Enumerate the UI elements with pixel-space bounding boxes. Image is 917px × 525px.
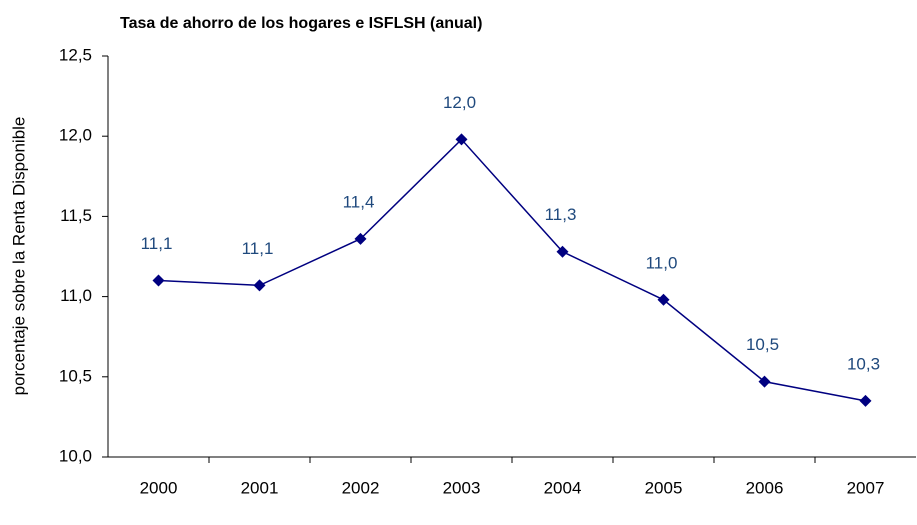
data-label: 12,0 xyxy=(443,93,476,112)
data-label: 10,5 xyxy=(746,335,779,354)
y-tick-label: 11,0 xyxy=(60,286,92,305)
data-label: 11,1 xyxy=(141,234,173,253)
x-tick-label: 2006 xyxy=(746,478,784,497)
x-tick-label: 2004 xyxy=(544,478,582,497)
chart-title: Tasa de ahorro de los hogares e ISFLSH (… xyxy=(120,15,482,32)
data-line xyxy=(158,138,866,402)
data-marker xyxy=(455,133,468,146)
data-label: 11,1 xyxy=(242,239,274,258)
data-marker xyxy=(556,245,569,258)
x-tick-label: 2003 xyxy=(443,478,481,497)
data-marker xyxy=(152,274,165,287)
data-label: 11,0 xyxy=(646,253,678,272)
y-tick-label: 11,5 xyxy=(60,206,92,225)
data-marker xyxy=(354,232,367,245)
x-tick-label: 2001 xyxy=(241,478,279,497)
data-marker xyxy=(859,394,872,407)
data-label: 11,4 xyxy=(343,192,375,211)
x-tick-label: 2005 xyxy=(645,478,683,497)
x-tick-label: 2007 xyxy=(847,478,885,497)
data-marker xyxy=(657,293,670,306)
x-tick-label: 2000 xyxy=(140,478,178,497)
data-label: 10,3 xyxy=(847,354,880,373)
data-marker xyxy=(758,375,771,388)
y-tick-label: 12,5 xyxy=(59,45,92,64)
y-tick-label: 12,0 xyxy=(59,126,92,145)
data-marker xyxy=(253,279,266,292)
data-label: 11,3 xyxy=(545,205,577,224)
y-tick-label: 10,5 xyxy=(59,366,92,385)
x-tick-label: 2002 xyxy=(342,478,380,497)
y-axis-label: porcentaje sobre la Renta Disponible xyxy=(9,117,28,396)
y-tick-label: 10,0 xyxy=(59,446,92,465)
